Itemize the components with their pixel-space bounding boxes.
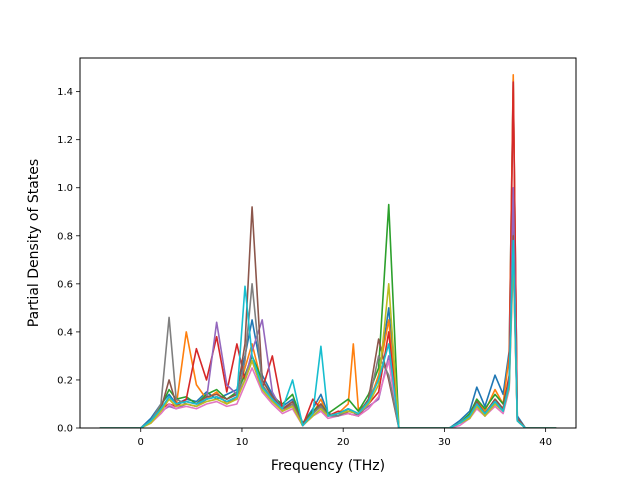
series-line-10: [99, 239, 557, 428]
x-tick-label: 30: [438, 437, 451, 448]
y-tick-label: 0.2: [57, 375, 73, 386]
plot-frame: [79, 57, 577, 429]
x-axis-label: Frequency (THz): [271, 458, 385, 474]
x-tick-label: 10: [236, 437, 249, 448]
series-line-9: [99, 254, 557, 428]
y-tick-label: 0.4: [57, 327, 73, 338]
y-tick-label: 1.2: [57, 135, 73, 146]
y-tick-label: 0.6: [57, 279, 73, 290]
y-ticks: 0.0 0.2 0.4 0.6 0.8 1.0 1.2 1.4: [57, 87, 80, 435]
y-tick-label: 0.8: [57, 231, 73, 242]
y-tick-label: 1.0: [57, 183, 73, 194]
x-tick-label: 20: [337, 437, 350, 448]
y-tick-label: 0.0: [57, 424, 73, 435]
y-tick-label: 1.4: [57, 87, 73, 98]
y-axis-label: Partial Density of States: [26, 159, 42, 327]
x-tick-label: 0: [138, 437, 144, 448]
x-tick-label: 40: [539, 437, 552, 448]
x-ticks: 0 10 20 30 40: [138, 428, 552, 448]
series-line-1: [99, 78, 557, 428]
series-layer: [99, 74, 557, 428]
